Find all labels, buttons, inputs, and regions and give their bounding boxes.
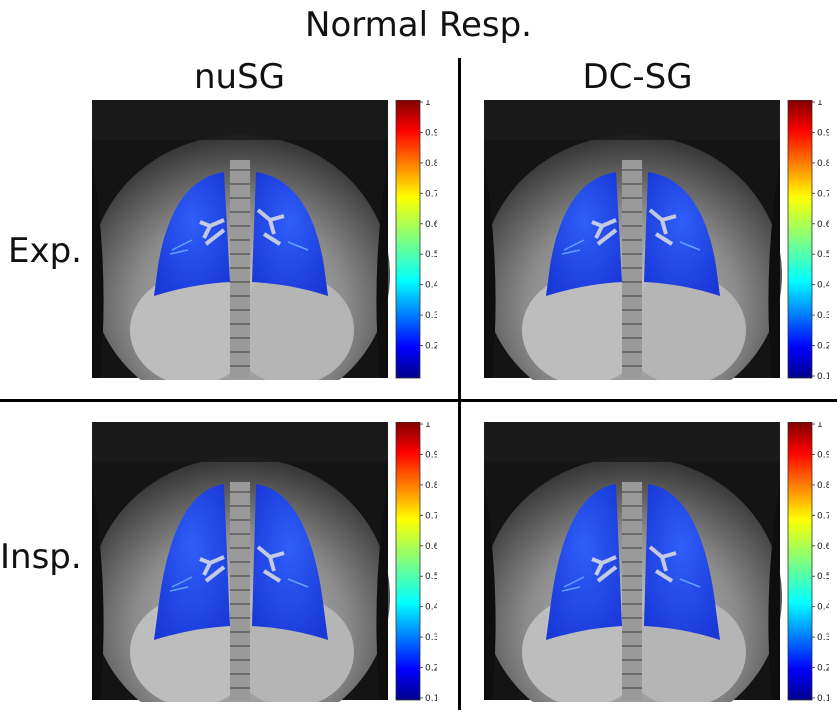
row-header-expiration: Exp.	[8, 231, 82, 271]
vertical-divider	[458, 58, 461, 710]
colorbar-tick-label: 0.8	[425, 159, 437, 169]
colorbar-tick-label: 0.2	[817, 664, 829, 674]
colorbar-tick-label: 0.6	[425, 542, 437, 552]
colorbar-tick-label: 0.1	[817, 694, 829, 702]
colorbar-tick-label: 0.9	[425, 128, 437, 138]
colorbar	[787, 422, 813, 701]
column-header-nusg: nuSG	[193, 57, 286, 97]
colorbar-tick-label: 1	[425, 422, 431, 430]
mri-image	[484, 422, 782, 702]
colorbar-tick-label: 0.9	[817, 450, 829, 460]
mri-panel-insp-nusg: 1 0.9 0.8 0.7 0.6 0.5 0.4 0.3 0.2 0.1	[92, 422, 437, 702]
mri-figure: 1 0.9 0.8 0.7 0.6 0.5 0.4 0.3 0.2	[92, 100, 437, 380]
colorbar-tick-label: 0.3	[817, 311, 829, 321]
colorbar-tick-label: 0.5	[425, 572, 437, 582]
mri-image	[484, 100, 782, 380]
colorbar	[787, 100, 813, 379]
colorbar-tick-label: 0.2	[817, 342, 829, 352]
colorbar-tick-label: 0.3	[425, 633, 437, 643]
mri-image	[92, 100, 390, 380]
colorbar-tick-label: 0.6	[817, 542, 829, 552]
mri-panel-exp-nusg: 1 0.9 0.8 0.7 0.6 0.5 0.4 0.3 0.2	[92, 100, 437, 380]
colorbar	[395, 100, 421, 379]
colorbar-tick-label: 0.1	[425, 694, 437, 702]
horizontal-divider	[0, 399, 837, 402]
mri-image	[92, 422, 390, 702]
column-header-dcsg: DC-SG	[582, 57, 693, 97]
colorbar-tick-label: 1	[817, 422, 823, 430]
right-lung-overlay	[252, 172, 328, 296]
colorbar-tick-label: 0.5	[425, 250, 437, 260]
colorbar-tick-label: 0.4	[425, 281, 437, 291]
right-lung-overlay	[252, 484, 328, 640]
right-lung-overlay	[644, 172, 720, 296]
figure-title: Normal Resp.	[305, 5, 532, 45]
colorbar-tick-label: 0.6	[425, 220, 437, 230]
colorbar	[395, 422, 421, 701]
colorbar-tick-label: 0.8	[817, 159, 829, 169]
colorbar-tick-label: 0.4	[817, 281, 829, 291]
colorbar-tick-label: 0.8	[817, 481, 829, 491]
right-lung-overlay	[644, 484, 720, 640]
row-header-inspiration: Insp.	[0, 537, 82, 577]
colorbar-tick-label: 0.9	[425, 450, 437, 460]
mri-panel-exp-dcsg: 1 0.9 0.8 0.7 0.6 0.5 0.4 0.3 0.2 0.1	[484, 100, 829, 380]
colorbar-tick-label: 0.5	[817, 250, 829, 260]
colorbar-tick-label: 0.7	[817, 189, 829, 199]
colorbar-tick-label: 0.4	[425, 603, 437, 613]
colorbar-tick-label: 0.7	[425, 189, 437, 199]
mri-panel-insp-dcsg: 1 0.9 0.8 0.7 0.6 0.5 0.4 0.3 0.2 0.1	[484, 422, 829, 702]
colorbar-tick-label: 0.8	[425, 481, 437, 491]
colorbar-tick-label: 1	[425, 100, 431, 108]
left-lung-overlay	[546, 172, 622, 296]
colorbar-tick-label: 0.6	[817, 220, 829, 230]
colorbar-tick-label: 0.9	[817, 128, 829, 138]
colorbar-tick-label: 1	[817, 100, 823, 108]
left-lung-overlay	[154, 172, 230, 296]
colorbar-tick-label: 0.7	[425, 511, 437, 521]
mri-figure: 1 0.9 0.8 0.7 0.6 0.5 0.4 0.3 0.2 0.1	[92, 422, 437, 702]
colorbar-tick-label: 0.2	[425, 342, 437, 352]
mri-figure: 1 0.9 0.8 0.7 0.6 0.5 0.4 0.3 0.2 0.1	[484, 100, 829, 380]
colorbar-tick-label: 0.3	[817, 633, 829, 643]
colorbar-tick-label: 0.5	[817, 572, 829, 582]
left-lung-overlay	[546, 484, 622, 640]
colorbar-tick-label: 0.1	[817, 372, 829, 380]
colorbar-tick-label: 0.7	[817, 511, 829, 521]
mri-figure: 1 0.9 0.8 0.7 0.6 0.5 0.4 0.3 0.2 0.1	[484, 422, 829, 702]
colorbar-tick-label: 0.2	[425, 664, 437, 674]
colorbar-tick-label: 0.4	[817, 603, 829, 613]
colorbar-tick-label: 0.3	[425, 311, 437, 321]
left-lung-overlay	[154, 484, 230, 640]
